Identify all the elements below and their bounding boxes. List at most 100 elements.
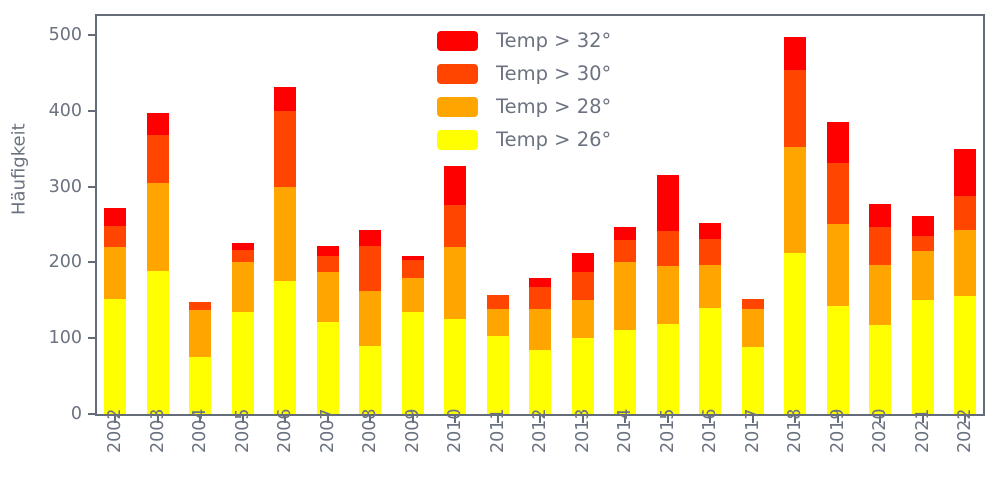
bar-segment — [146, 182, 169, 272]
x-tick-mark — [156, 416, 159, 423]
bar-segment — [444, 319, 466, 414]
legend-label: Temp > 32° — [496, 29, 612, 52]
bar-segment — [231, 242, 254, 250]
bar-segment — [826, 163, 849, 224]
bar-segment — [571, 300, 594, 339]
x-tick-mark — [751, 416, 754, 423]
bar-segment — [529, 286, 551, 310]
y-tick-mark — [88, 33, 95, 36]
bar-segment — [104, 247, 126, 299]
bar-segment — [146, 113, 169, 136]
bar-segment — [104, 207, 126, 227]
bar-segment — [869, 265, 891, 326]
y-tick-label: 500 — [48, 24, 82, 45]
x-tick-mark — [539, 416, 541, 423]
bar-segment — [911, 251, 934, 301]
bar-segment — [189, 310, 211, 358]
bar-segment — [784, 36, 806, 70]
bar-segment — [231, 262, 254, 313]
bar-2020 — [869, 204, 891, 414]
bar-2002 — [104, 207, 126, 414]
x-tick-mark — [921, 416, 924, 423]
x-tick-mark — [836, 416, 839, 423]
bar-segment — [274, 86, 296, 111]
bar-segment — [401, 277, 424, 313]
legend-item: Temp > 30° — [437, 62, 612, 85]
legend-swatch — [437, 96, 478, 117]
y-tick-label: 300 — [48, 176, 82, 197]
bar-segment — [231, 249, 254, 263]
bar-segment — [316, 322, 339, 414]
legend-swatch — [437, 129, 478, 150]
y-tick-label: 100 — [48, 328, 82, 349]
bar-segment — [784, 253, 806, 414]
bar-segment — [614, 226, 636, 241]
bar-2005 — [231, 242, 254, 414]
bar-2019 — [826, 122, 849, 414]
x-tick-mark — [879, 416, 881, 423]
bar-segment — [529, 277, 551, 287]
bar-segment — [869, 226, 891, 266]
bar-segment — [826, 122, 849, 164]
bar-segment — [529, 350, 551, 414]
bar-segment — [359, 345, 381, 414]
legend-swatch — [437, 63, 478, 84]
bar-segment — [699, 307, 721, 414]
bar-segment — [486, 309, 509, 336]
x-tick-mark — [241, 416, 244, 423]
x-tick-mark — [794, 416, 796, 423]
bar-segment — [571, 338, 594, 414]
bar-segment — [954, 148, 976, 197]
legend-label: Temp > 30° — [496, 62, 612, 85]
y-tick-mark — [88, 261, 95, 264]
bar-segment — [741, 309, 764, 348]
bar-segment — [784, 147, 806, 254]
bar-segment — [784, 69, 806, 148]
x-tick-mark — [284, 416, 286, 423]
bar-segment — [741, 298, 764, 310]
x-tick-mark — [581, 416, 584, 423]
bar-segment — [401, 260, 424, 278]
bar-segment — [869, 204, 891, 227]
x-tick-mark — [411, 416, 414, 423]
bar-2018 — [784, 36, 806, 414]
bar-segment — [274, 281, 296, 414]
bar-segment — [614, 261, 636, 330]
bar-segment — [699, 238, 721, 266]
bar-segment — [529, 309, 551, 351]
x-tick-mark — [496, 416, 499, 423]
bar-2006 — [274, 86, 296, 414]
bar-2012 — [529, 277, 551, 414]
bar-2008 — [359, 229, 381, 414]
bar-segment — [104, 226, 126, 248]
x-tick-mark — [709, 416, 711, 423]
bar-segment — [486, 295, 509, 310]
bar-segment — [954, 295, 976, 414]
legend-swatch — [437, 30, 478, 51]
x-tick-mark — [199, 416, 201, 423]
bar-2013 — [571, 253, 594, 414]
bar-segment — [231, 312, 254, 414]
bar-segment — [656, 266, 679, 324]
bar-segment — [316, 272, 339, 323]
bar-2007 — [316, 245, 339, 414]
bar-segment — [699, 265, 721, 308]
bar-segment — [444, 166, 466, 205]
x-tick-mark — [114, 416, 116, 423]
bar-segment — [954, 196, 976, 230]
x-tick-mark — [369, 416, 371, 423]
bar-segment — [911, 300, 934, 414]
bar-2022 — [954, 148, 976, 414]
bar-segment — [869, 325, 891, 414]
bar-segment — [656, 175, 679, 231]
y-tick-mark — [88, 185, 95, 188]
bar-2009 — [401, 256, 424, 414]
legend-item: Temp > 32° — [437, 29, 612, 52]
legend-item: Temp > 28° — [437, 95, 611, 118]
bar-segment — [316, 256, 339, 273]
x-tick-mark — [454, 416, 456, 423]
bar-segment — [359, 291, 381, 346]
bar-2017 — [741, 298, 764, 414]
bar-segment — [274, 187, 296, 282]
